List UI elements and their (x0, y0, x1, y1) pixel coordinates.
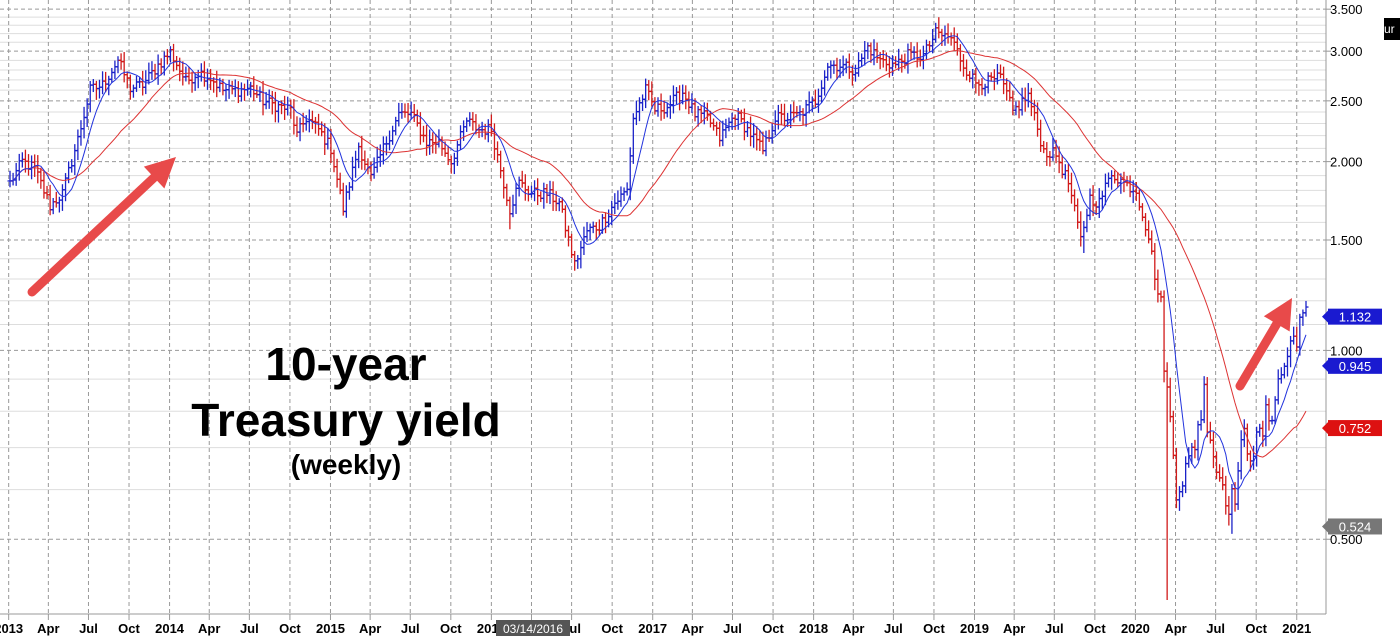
y-tick-label: 3.000 (1330, 44, 1363, 59)
y-tick-label: 2.500 (1330, 94, 1363, 109)
date-cursor-label: 03/14/2016 (503, 622, 563, 636)
price-label-box (1328, 357, 1382, 374)
arrow-head (1263, 298, 1292, 332)
x-tick-label: Apr (681, 621, 703, 636)
moving-averages (9, 35, 1307, 491)
x-tick-label: Apr (37, 621, 59, 636)
x-tick-label: 2019 (960, 621, 989, 636)
x-tick-label: Jul (723, 621, 742, 636)
arrow-head (143, 157, 176, 189)
price-label-pointer (1322, 310, 1328, 323)
corner-tab: ur (1384, 18, 1400, 40)
price-label-box (1328, 420, 1382, 437)
x-tick-label: Oct (440, 621, 462, 636)
x-tick-label: Apr (842, 621, 864, 636)
price-label: 0.945 (1339, 359, 1372, 374)
chart-annotation: 10-year Treasury yield (weekly) (170, 336, 522, 482)
x-tick-label: Jul (240, 621, 259, 636)
x-tick-label: Jul (1045, 621, 1064, 636)
price-label-box (1328, 308, 1382, 325)
price-label: 0.524 (1339, 519, 1372, 534)
chart-grid (0, 0, 1326, 614)
y-tick-label: 0.500 (1330, 532, 1363, 547)
x-tick-label: 2017 (638, 621, 667, 636)
x-tick-label: 2014 (155, 621, 185, 636)
price-label-pointer (1322, 520, 1328, 533)
x-tick-label: Apr (198, 621, 220, 636)
y-tick-label: 1.500 (1330, 233, 1363, 248)
x-tick-label: Jul (79, 621, 98, 636)
annotation-line1: 10-year (265, 338, 427, 390)
price-label-pointer (1322, 359, 1328, 372)
price-axis: 3.500 3.000 2.500 2.000 1.500 1.000 0.500 1.132… (1322, 2, 1382, 547)
x-tick-label: Oct (601, 621, 623, 636)
date-cursor: 03/14/2016 (496, 620, 570, 636)
arrows (27, 157, 1292, 391)
moving-average-short (9, 35, 1307, 491)
x-tick-label: Jul (884, 621, 903, 636)
y-tick-label: 2.000 (1330, 155, 1363, 170)
x-tick-label: 2018 (799, 621, 828, 636)
x-tick-label: 2015 (316, 621, 345, 636)
y-tick-label: 1.000 (1330, 343, 1363, 358)
x-tick-label: Apr (359, 621, 381, 636)
annotation-line3: (weekly) (290, 449, 402, 480)
arrow-shaft (27, 173, 159, 297)
price-label-pointer (1322, 422, 1328, 435)
moving-average-long (9, 50, 1307, 458)
arrow-shaft (1235, 319, 1282, 391)
x-tick-label: Oct (1245, 621, 1267, 636)
x-tick-label: Apr (1164, 621, 1186, 636)
annotation-line2: Treasury yield (191, 394, 501, 446)
x-tick-label: 2020 (1121, 621, 1150, 636)
x-tick-label: Oct (923, 621, 945, 636)
x-tick-label: Apr (1003, 621, 1025, 636)
y-tick-label: 3.500 (1330, 2, 1363, 17)
x-tick-label: Jul (401, 621, 420, 636)
x-tick-label: 2013 (0, 621, 23, 636)
x-tick-label: Oct (118, 621, 140, 636)
arrow-right (1235, 298, 1292, 391)
price-label-box (1328, 518, 1382, 535)
price-label: 1.132 (1339, 310, 1372, 325)
arrow-left (27, 157, 176, 297)
price-label: 0.752 (1339, 421, 1372, 436)
x-tick-label: Oct (1084, 621, 1106, 636)
date-cursor-box (496, 620, 570, 636)
x-tick-label: Oct (762, 621, 784, 636)
x-tick-label: 2021 (1282, 621, 1311, 636)
x-tick-label: Oct (279, 621, 301, 636)
x-tick-label: Jul (1206, 621, 1225, 636)
